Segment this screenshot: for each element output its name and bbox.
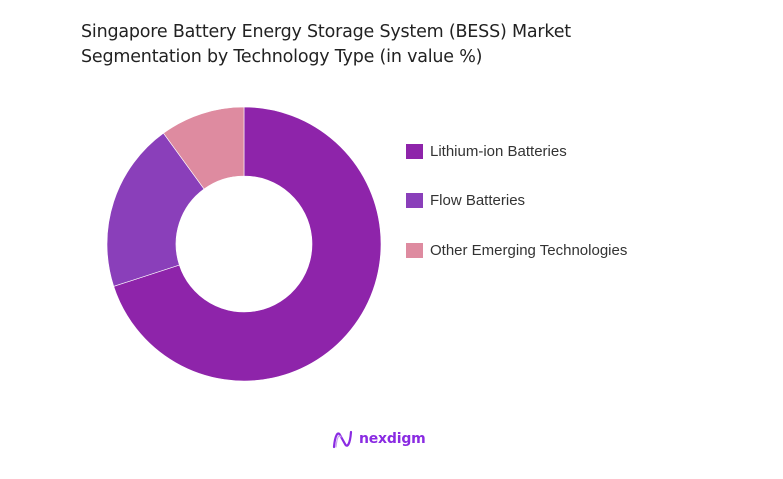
- legend-swatch: [406, 143, 423, 159]
- legend-label: Lithium-ion Batteries: [430, 142, 567, 160]
- brand-logo: nexdigm: [332, 429, 426, 449]
- legend-swatch: [406, 242, 423, 258]
- chart-title-line-1: Singapore Battery Energy Storage System …: [81, 22, 571, 42]
- slice-other-emerging[interactable]: [163, 106, 245, 190]
- chart-title-line-2: Segmentation by Technology Type (in valu…: [81, 47, 483, 67]
- nexdigm-logo-icon: [332, 430, 353, 449]
- slice-lithium-ion[interactable]: [113, 106, 382, 382]
- legend: Lithium-ion Batteries Flow Batteries Oth…: [406, 141, 627, 290]
- legend-label: Flow Batteries: [430, 192, 526, 209]
- legend-label: Other Emerging Technologies: [430, 241, 628, 259]
- legend-item-lithium-ion[interactable]: Lithium-ion Batteries: [406, 141, 627, 161]
- legend-swatch: [406, 193, 423, 208]
- legend-item-flow-batteries[interactable]: Flow Batteries: [406, 191, 627, 211]
- legend-item-other-emerging[interactable]: Other Emerging Technologies: [406, 240, 627, 260]
- brand-name: nexdigm: [359, 431, 426, 447]
- slice-flow-batteries[interactable]: [106, 132, 205, 287]
- donut-chart: [106, 106, 382, 382]
- chart-title: Singapore Battery Energy Storage System …: [81, 20, 681, 70]
